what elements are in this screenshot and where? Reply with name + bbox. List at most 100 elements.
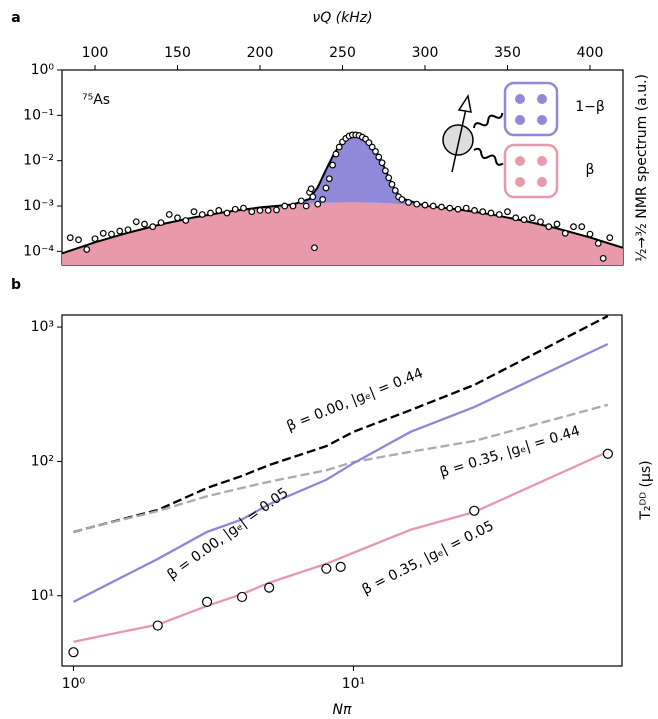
legend-label: β xyxy=(586,162,595,178)
series-line xyxy=(73,315,609,533)
x-tick-label: 150 xyxy=(164,45,191,61)
data-point xyxy=(382,167,389,175)
data-point xyxy=(236,591,248,603)
data-point xyxy=(553,220,561,228)
y-axis-label: ½→³⁄₂ NMR spectrum (a.u.) xyxy=(634,74,650,262)
data-point xyxy=(223,209,231,217)
area-one-minus-beta xyxy=(62,133,623,254)
data-point xyxy=(207,209,214,217)
pink-spins xyxy=(515,156,547,187)
data-point xyxy=(332,150,340,158)
data-point xyxy=(504,208,511,216)
legend-label: 1−β xyxy=(575,99,605,115)
data-point xyxy=(75,236,82,244)
purple-spins xyxy=(515,94,547,125)
data-point xyxy=(365,139,373,147)
data-point xyxy=(469,505,480,516)
panel-label: b xyxy=(11,277,21,293)
data-point xyxy=(368,143,376,151)
series-line xyxy=(73,403,609,533)
data-point xyxy=(149,223,157,231)
data-point xyxy=(385,174,393,182)
y-tick-label: 10¹ xyxy=(31,588,54,604)
data-point xyxy=(256,207,264,214)
data-point xyxy=(429,202,437,210)
data-point xyxy=(231,205,239,213)
electron xyxy=(442,124,474,156)
data-point xyxy=(182,217,190,224)
data-point xyxy=(124,226,132,234)
data-point xyxy=(321,563,332,574)
data-point xyxy=(273,206,280,214)
spin-arrow xyxy=(451,99,469,173)
series-line xyxy=(73,450,609,643)
data-point xyxy=(190,208,198,216)
data-point xyxy=(378,159,386,167)
data-point xyxy=(335,143,343,151)
data-point xyxy=(264,207,272,214)
y-tick-label: 10³ xyxy=(31,319,54,335)
series-label: β = 0.00, |gₑ| = 0.44 xyxy=(284,365,425,434)
data-point xyxy=(545,223,553,231)
data-point xyxy=(132,218,140,226)
data-point xyxy=(68,647,79,658)
data-point xyxy=(405,199,412,206)
arrow-head xyxy=(457,94,472,113)
data-point xyxy=(388,180,396,188)
data-point xyxy=(528,214,536,222)
data-point xyxy=(311,244,318,252)
data-point xyxy=(83,246,91,253)
x-axis-label: νQ (kHz) xyxy=(312,10,372,26)
y-tick-label: 10⁻² xyxy=(23,153,54,169)
data-point xyxy=(248,208,256,216)
data-point xyxy=(307,185,315,193)
plot-frame xyxy=(61,314,623,667)
data-point xyxy=(329,161,337,169)
box-purple xyxy=(503,81,559,137)
series-label: β = 0.35, |gₑ| = 0.05 xyxy=(359,518,496,598)
data-point xyxy=(375,153,383,161)
y-tick-label: 10⁰ xyxy=(31,62,55,78)
data-point xyxy=(91,235,99,243)
data-point xyxy=(561,229,569,237)
data-point xyxy=(215,207,223,214)
y-tick-label: 10² xyxy=(31,453,54,469)
data-point xyxy=(141,220,148,228)
data-point xyxy=(99,229,107,237)
y-tick-label: 10⁻³ xyxy=(23,198,54,214)
data-point xyxy=(413,200,421,208)
panel-label: a xyxy=(11,10,20,26)
data-point xyxy=(201,596,213,608)
wave xyxy=(473,112,504,129)
data-point xyxy=(297,197,305,205)
data-point xyxy=(335,561,346,572)
data-point xyxy=(520,216,528,224)
x-tick-label: 350 xyxy=(494,45,521,61)
data-point xyxy=(512,214,520,222)
data-point xyxy=(487,209,495,217)
data-point xyxy=(421,201,429,209)
data-point xyxy=(116,227,124,235)
series-label: β = 0.00, |gₑ| = 0.05 xyxy=(164,485,291,584)
area-beta xyxy=(62,202,623,265)
data-point xyxy=(198,211,206,218)
data-point xyxy=(108,230,115,238)
data-point xyxy=(446,204,454,212)
annotation: ⁷⁵As xyxy=(82,92,110,108)
x-tick-label: 10¹ xyxy=(342,676,365,692)
data-point xyxy=(302,202,310,210)
data-point xyxy=(599,254,607,262)
data-point xyxy=(174,214,181,222)
data-point xyxy=(325,175,333,183)
x-tick-label: 400 xyxy=(577,45,604,61)
data-point xyxy=(264,582,275,593)
data-point xyxy=(570,223,577,231)
data-point xyxy=(537,218,544,226)
data-point xyxy=(372,148,379,155)
x-tick-label: 250 xyxy=(329,45,356,61)
data-point xyxy=(281,202,289,210)
plot-area xyxy=(68,315,613,658)
data-point xyxy=(240,204,247,212)
y-tick-label: 10⁻¹ xyxy=(23,107,54,123)
